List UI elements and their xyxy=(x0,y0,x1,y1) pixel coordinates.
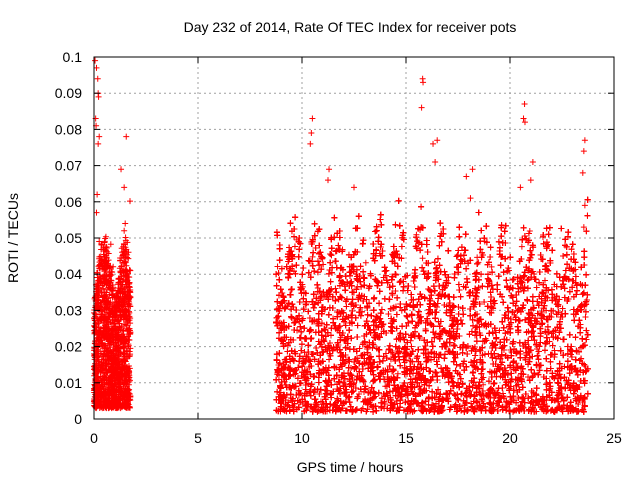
data-point xyxy=(394,370,401,377)
data-point xyxy=(362,259,369,266)
data-point xyxy=(475,259,482,266)
data-point xyxy=(127,198,133,205)
data-points xyxy=(91,57,591,415)
data-point xyxy=(518,243,525,250)
chart-title: Day 232 of 2014, Rate Of TEC Index for r… xyxy=(184,19,517,35)
data-point xyxy=(419,255,426,262)
